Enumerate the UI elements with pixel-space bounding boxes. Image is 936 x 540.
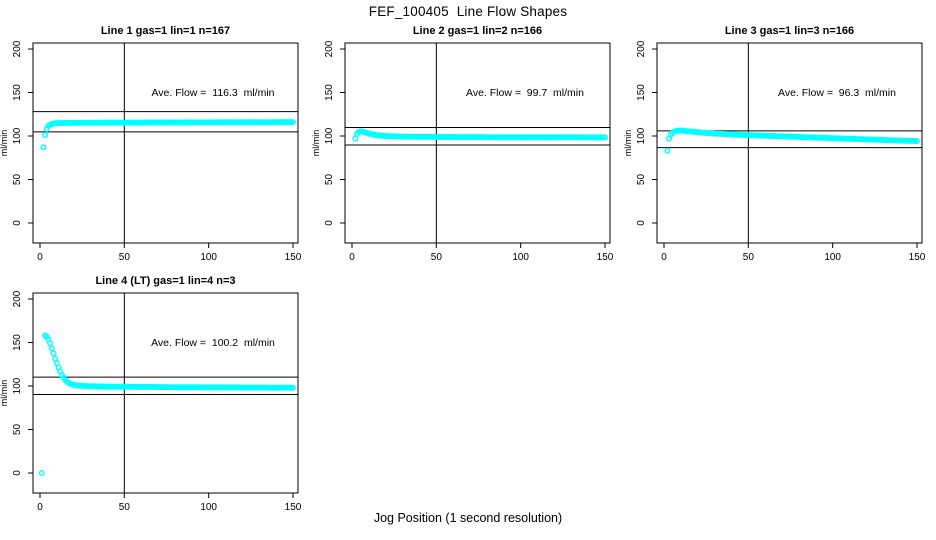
panel-title: Line 3 gas=1 lin=3 n=166 — [725, 25, 854, 37]
panel-line-4: 0 50 100 150 0 50 100 150 200 ml/min Line 4 (LT) g… — [0, 272, 312, 520]
data-point — [47, 340, 54, 347]
panel-line-1: 0 50 100 150 0 50 100 150 200 ml/min Line 1 gas=1 … — [0, 22, 312, 270]
x-tick-label: 50 — [431, 252, 443, 263]
y-tick-label: 0 — [12, 220, 23, 226]
x-tick-label: 50 — [119, 502, 131, 513]
y-tick-label: 0 — [324, 220, 335, 226]
x-tick-label: 0 — [37, 502, 43, 513]
data-point — [48, 345, 55, 352]
plot-line-4: 0 50 100 150 0 50 100 150 200 ml/min Line 4 (LT) g… — [0, 275, 302, 513]
y-tick-label: 150 — [324, 84, 335, 101]
plot-line-1: 0 50 100 150 0 50 100 150 200 ml/min Line 1 gas=1 … — [0, 25, 302, 263]
y-tick-label: 200 — [324, 40, 335, 57]
y-tick-label: 50 — [324, 174, 335, 186]
y-axis-title: ml/min — [624, 130, 633, 157]
y-tick-label: 100 — [636, 127, 647, 144]
y-tick-label: 0 — [12, 470, 23, 476]
plot-line-2: 0 50 100 150 0 50 100 150 200 ml/min Line 2 gas=1 … — [311, 25, 614, 263]
x-tick-label: 50 — [119, 252, 131, 263]
data-points — [40, 119, 297, 151]
data-points — [352, 128, 609, 142]
x-tick-label: 150 — [285, 502, 302, 513]
plot-box — [32, 292, 299, 494]
data-point — [42, 132, 49, 139]
data-point — [352, 135, 359, 142]
y-tick-label: 200 — [12, 290, 23, 307]
x-tick-label: 150 — [909, 252, 926, 263]
y-tick-label: 200 — [12, 40, 23, 57]
data-point — [290, 384, 297, 391]
plot-box — [656, 42, 923, 244]
x-tick-label: 150 — [285, 252, 302, 263]
y-tick-label: 150 — [12, 334, 23, 351]
data-point — [602, 134, 609, 141]
y-tick-label: 100 — [324, 127, 335, 144]
x-tick-label: 50 — [743, 252, 755, 263]
plot-box — [344, 42, 611, 244]
data-point — [50, 350, 57, 357]
data-points — [38, 332, 297, 476]
average-flow-annotation: Ave. Flow = 99.7 ml/min — [466, 87, 584, 99]
data-point — [290, 119, 297, 126]
y-tick-label: 50 — [12, 424, 23, 436]
x-tick-label: 150 — [597, 252, 614, 263]
panel-title: Line 1 gas=1 lin=1 n=167 — [101, 25, 230, 37]
panel-line-2: 0 50 100 150 0 50 100 150 200 ml/min Line 2 gas=1 … — [311, 22, 624, 270]
plot-line-3: 0 50 100 150 0 50 100 150 200 ml/min Line 3 gas=1 … — [623, 25, 926, 263]
data-point — [914, 137, 921, 144]
x-tick-label: 100 — [512, 252, 529, 263]
y-tick-label: 100 — [12, 377, 23, 394]
x-tick-label: 100 — [200, 252, 217, 263]
y-axis-title: ml/min — [312, 130, 321, 157]
y-axis-title: ml/min — [0, 130, 9, 157]
panel-title: Line 2 gas=1 lin=2 n=166 — [413, 25, 542, 37]
x-axis-label: Jog Position (1 second resolution) — [373, 511, 563, 525]
average-flow-annotation: Ave. Flow = 100.2 ml/min — [151, 337, 275, 349]
x-tick-label: 100 — [824, 252, 841, 263]
data-point — [664, 147, 671, 154]
x-tick-label: 100 — [200, 502, 217, 513]
x-tick-label: 0 — [349, 252, 355, 263]
y-tick-label: 150 — [12, 84, 23, 101]
data-point — [38, 469, 45, 476]
plot-box — [32, 42, 299, 244]
data-point — [52, 355, 59, 362]
y-tick-label: 100 — [12, 127, 23, 144]
average-flow-annotation: Ave. Flow = 116.3 ml/min — [151, 87, 274, 99]
data-points — [664, 127, 921, 154]
y-tick-label: 0 — [636, 220, 647, 226]
y-axis-title: ml/min — [0, 380, 9, 407]
average-flow-annotation: Ave. Flow = 96.3 ml/min — [778, 87, 896, 99]
y-tick-label: 50 — [636, 174, 647, 186]
panel-title: Line 4 (LT) gas=1 lin=4 n=3 — [95, 275, 235, 287]
y-tick-label: 200 — [636, 40, 647, 57]
panel-line-3: 0 50 100 150 0 50 100 150 200 ml/min Line 3 gas=1 … — [623, 22, 936, 270]
figure-title: FEF_100405 Line Flow Shapes — [368, 4, 568, 19]
data-point — [40, 144, 47, 151]
y-tick-label: 150 — [636, 84, 647, 101]
x-tick-label: 0 — [37, 252, 43, 263]
y-tick-label: 50 — [12, 174, 23, 186]
x-tick-label: 0 — [661, 252, 667, 263]
